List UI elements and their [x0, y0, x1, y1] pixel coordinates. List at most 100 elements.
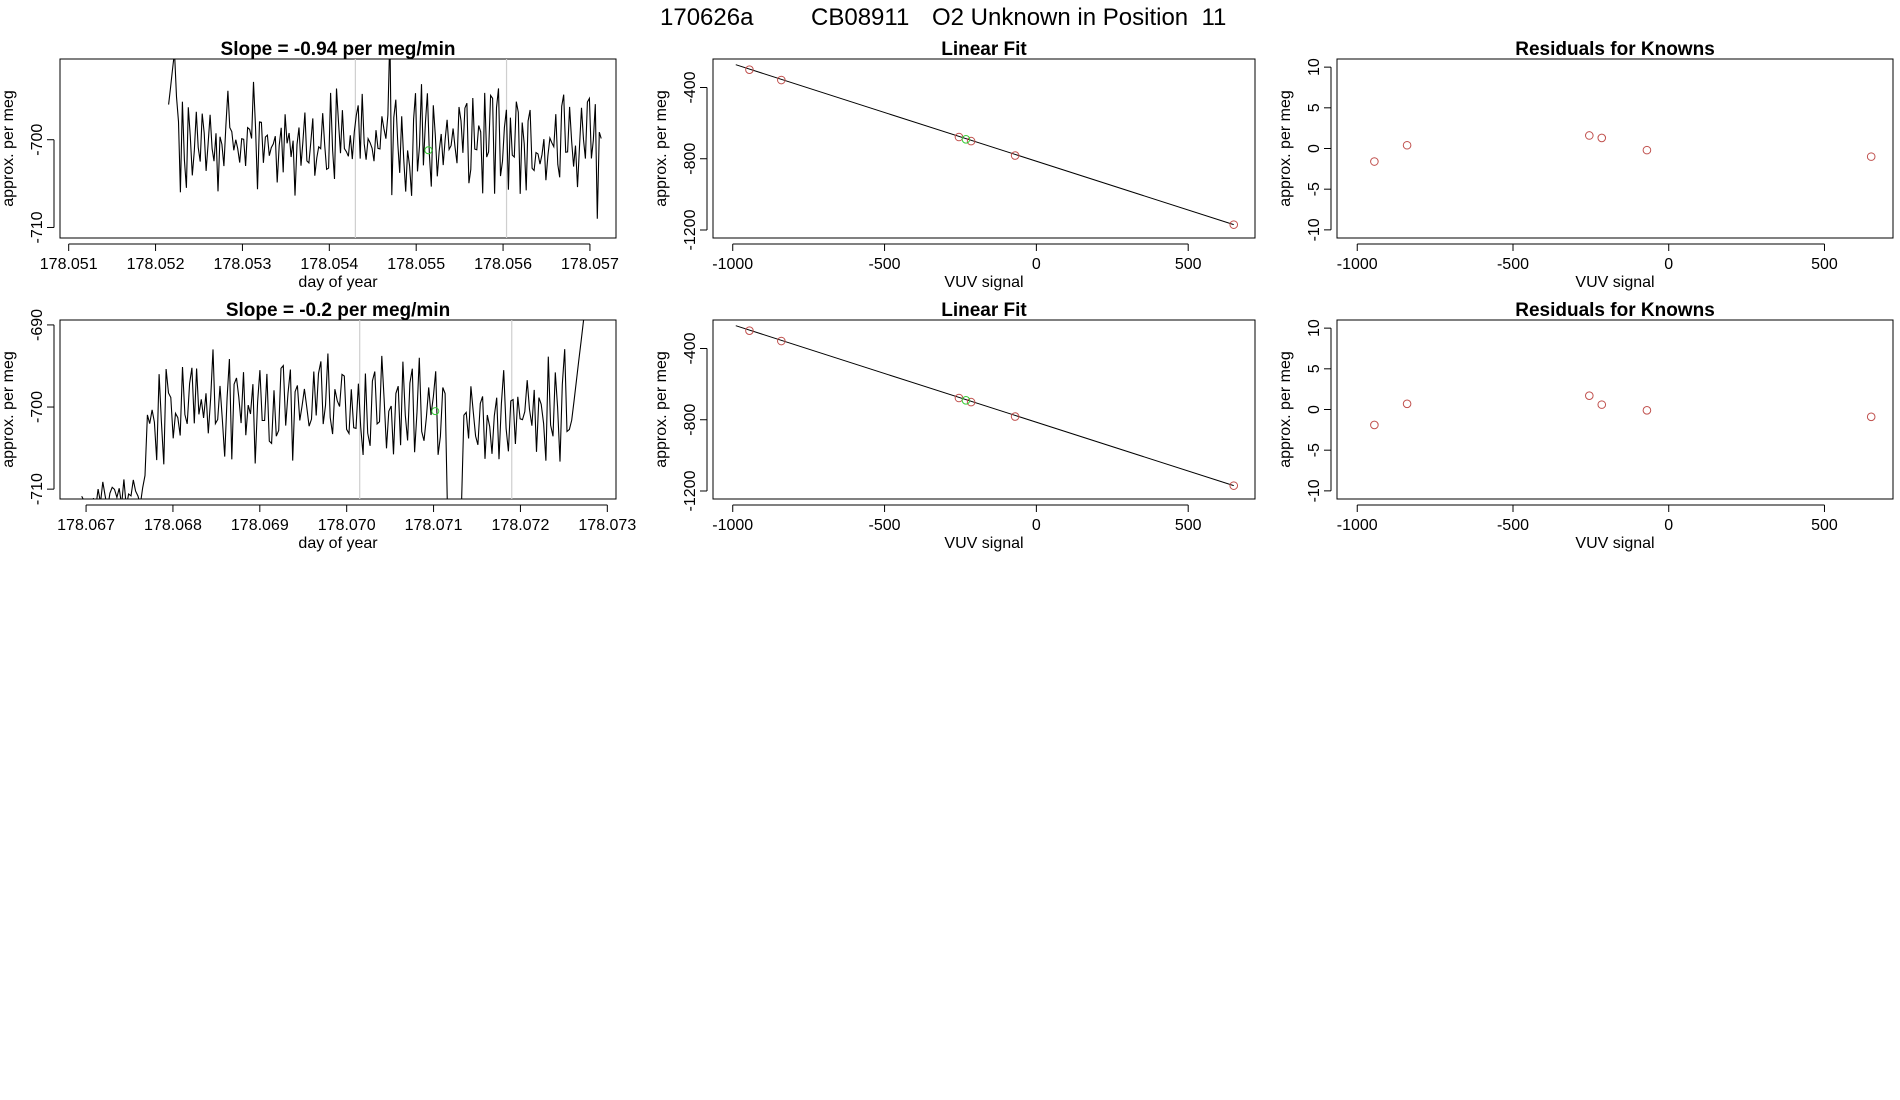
y-tick-label: -800 [682, 404, 699, 436]
x-tick-label: 500 [1811, 256, 1838, 273]
y-tick-label: -400 [682, 71, 699, 103]
panel-title: Residuals for Knowns [1515, 300, 1715, 321]
y-tick-label: -5 [1306, 182, 1323, 196]
tank-id: CB08911 [811, 4, 909, 31]
plot-frame [1336, 319, 1894, 500]
x-tick-label: 178.051 [40, 256, 98, 273]
panel-res2: Residuals for Knowns -1000 -500 0 500 VUV sig… [1277, 300, 1894, 552]
y-tick-label: 10 [1306, 58, 1323, 76]
x-tick-label: 178.067 [57, 517, 115, 534]
run-id: 170626a [660, 4, 754, 31]
x-tick-label: 500 [1175, 517, 1202, 534]
y-tick-label: -1200 [682, 470, 699, 511]
unknown-point [961, 396, 971, 405]
plot-area [81, 320, 585, 499]
unknown-point [431, 407, 440, 416]
known-point [1010, 151, 1020, 160]
panel-title: Slope = -0.94 per meg/min [221, 39, 456, 60]
known-point [1597, 133, 1607, 143]
x-tick-label: -1000 [1337, 256, 1378, 273]
y-tick-label: 5 [1306, 103, 1323, 112]
x-tick-label: 178.070 [318, 517, 376, 534]
panel-res1: Residuals for Knowns -1000 -500 0 500 VUV sig… [1277, 39, 1894, 291]
y-axis-label: approx. per meg [0, 351, 17, 468]
plot-area [735, 325, 1239, 490]
known-point [777, 336, 786, 346]
panel-ts2: Slope = -0.2 per meg/min 178.067 178.068 17… [0, 300, 636, 552]
y-tick-label: 0 [1306, 144, 1323, 153]
x-tick-label: 0 [1664, 256, 1673, 273]
plot-area [735, 64, 1239, 229]
y-axis-label: approx. per meg [653, 90, 670, 207]
known-point [745, 65, 754, 74]
known-point [1010, 412, 1020, 421]
y-tick-label: -1200 [682, 209, 699, 250]
known-point [745, 326, 754, 335]
y-tick-label: 5 [1306, 364, 1323, 373]
known-point [1402, 399, 1412, 409]
plot-frame [712, 58, 1256, 239]
plot-frame [1336, 58, 1894, 239]
x-tick-label: 0 [1664, 517, 1673, 534]
y-tick-label: -5 [1306, 443, 1323, 457]
plot-area [1370, 391, 1876, 430]
panel-title: Linear Fit [941, 300, 1027, 321]
x-tick-label: 178.055 [387, 256, 445, 273]
panel-title: Residuals for Knowns [1515, 39, 1715, 60]
known-point [1642, 406, 1652, 415]
known-point [1370, 420, 1379, 430]
panel-ts1: Slope = -0.94 per meg/min 178.051 178.052 1… [0, 39, 619, 291]
x-tick-label: -1000 [712, 517, 753, 534]
known-point [1229, 481, 1239, 490]
y-tick-label: -700 [29, 124, 46, 156]
x-tick-label: -500 [869, 517, 901, 534]
x-tick-label: 500 [1175, 256, 1202, 273]
plot-frame [712, 319, 1256, 500]
x-tick-label: 0 [1032, 517, 1041, 534]
known-point [966, 136, 976, 146]
x-tick-label: 178.053 [214, 256, 272, 273]
x-tick-label: -500 [1497, 256, 1529, 273]
x-axis-label: day of year [298, 274, 378, 291]
unknown-point [961, 135, 971, 144]
y-tick-label: -710 [29, 473, 46, 505]
x-tick-label: 178.068 [144, 517, 202, 534]
y-tick-label: -690 [29, 309, 46, 341]
known-point [1229, 220, 1239, 229]
known-point [966, 397, 976, 407]
known-point [1642, 145, 1652, 155]
x-tick-label: 178.073 [578, 517, 636, 534]
x-axis-label: VUV signal [1575, 274, 1654, 291]
x-axis-label: VUV signal [944, 535, 1023, 552]
y-axis-label: approx. per meg [1277, 351, 1294, 468]
x-tick-label: -1000 [712, 256, 753, 273]
panel-fit1: Linear Fit -1000 -500 0 500 VUV signal -1200 -8… [653, 39, 1256, 291]
plot-area [168, 59, 602, 238]
plot-frame [59, 58, 617, 239]
y-tick-label: 10 [1306, 319, 1323, 337]
plot-area [1370, 131, 1876, 166]
signal-series-line [81, 320, 585, 499]
unknown-point [424, 146, 433, 155]
x-tick-label: 0 [1032, 256, 1041, 273]
known-point [777, 75, 786, 85]
signal-series-line [168, 59, 602, 219]
known-point [1370, 157, 1379, 166]
panels-container: Slope = -0.94 per meg/min 178.051 178.052 1… [0, 39, 1894, 552]
plot-frame [59, 319, 617, 500]
fit-line [735, 64, 1234, 226]
x-axis-label: day of year [298, 535, 378, 552]
x-tick-label: 500 [1811, 517, 1838, 534]
page-title: 170626a CB08911 O2 Unknown in Position 1… [660, 4, 1226, 31]
known-point [1585, 391, 1594, 400]
x-tick-label: 178.071 [405, 517, 463, 534]
y-tick-label: -10 [1306, 479, 1323, 502]
y-axis-label: approx. per meg [1277, 90, 1294, 207]
x-tick-label: -1000 [1337, 517, 1378, 534]
known-point [1866, 412, 1876, 422]
known-point [1866, 152, 1876, 161]
fit-line [735, 325, 1234, 487]
panel-title: Linear Fit [941, 39, 1027, 60]
x-tick-label: 178.069 [231, 517, 289, 534]
